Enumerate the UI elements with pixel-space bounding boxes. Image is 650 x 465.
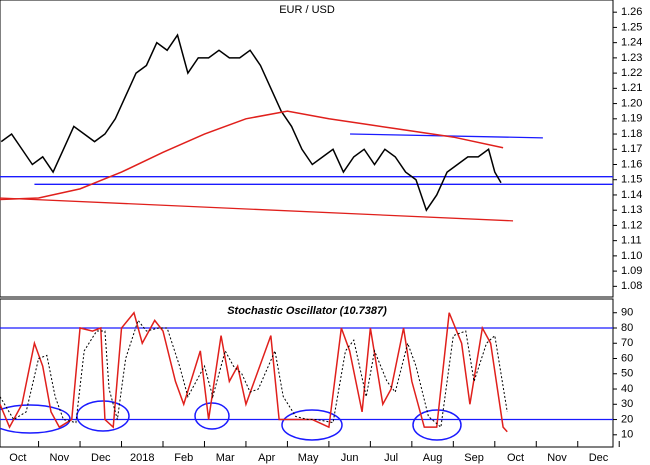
price-frame — [0, 0, 614, 298]
x-tick-label: Aug — [423, 452, 443, 464]
x-tick-label: Dec — [589, 452, 609, 464]
y-tick-label: 30 — [621, 398, 633, 410]
y-tick-label: 1.16 — [621, 158, 642, 170]
x-tick-label: Oct — [507, 452, 524, 464]
series-line — [0, 33, 502, 212]
x-tick-label: Jun — [341, 452, 359, 464]
y-tick-label: 1.15 — [621, 174, 642, 186]
series-line — [0, 110, 504, 201]
y-tick-label: 50 — [621, 368, 633, 380]
series-line — [0, 311, 508, 433]
x-tick-label: Sep — [464, 452, 484, 464]
y-tick-label: 80 — [621, 322, 633, 334]
x-tick-label: Jul — [384, 452, 398, 464]
y-tick-label: 1.22 — [621, 67, 642, 79]
y-tick-label: 40 — [621, 383, 633, 395]
y-tick-label: 1.21 — [621, 82, 642, 94]
x-tick-label: Nov — [50, 452, 70, 464]
y-tick-label: 1.19 — [621, 113, 642, 125]
series-line — [0, 319, 508, 429]
x-tick-label: Dec — [91, 452, 111, 464]
y-tick-label: 90 — [621, 307, 633, 319]
x-tick-label: Feb — [174, 452, 193, 464]
y-tick-label: 1.11 — [621, 235, 642, 247]
y-tick-label: 1.25 — [621, 21, 642, 33]
circle — [76, 400, 130, 432]
y-tick-label: 1.12 — [621, 219, 642, 231]
y-tick-label: 1.24 — [621, 37, 642, 49]
y-tick-label: 1.18 — [621, 128, 642, 140]
y-tick-label: 1.09 — [621, 265, 642, 277]
y-tick-label: 1.20 — [621, 97, 642, 109]
y-tick-label: 1.14 — [621, 189, 642, 201]
x-tick-label: Apr — [258, 452, 275, 464]
circle — [281, 409, 343, 441]
y-tick-label: 70 — [621, 337, 633, 349]
x-tick-label: May — [298, 452, 319, 464]
annotation-circles — [0, 400, 462, 441]
x-tick-label: Oct — [9, 452, 26, 464]
circle — [194, 402, 230, 430]
y-tick-label: 1.08 — [621, 280, 642, 292]
x-tick-label: 2018 — [130, 452, 154, 464]
oscillator-frame — [0, 298, 614, 448]
y-tick-label: 1.26 — [621, 6, 642, 18]
y-tick-label: 60 — [621, 352, 633, 364]
x-tick-label: Nov — [547, 452, 567, 464]
y-tick-label: 1.23 — [621, 52, 642, 64]
y-tick-label: 1.13 — [621, 204, 642, 216]
y-tick-label: 20 — [621, 413, 633, 425]
circle — [412, 409, 462, 441]
y-tick-label: 1.17 — [621, 143, 642, 155]
chart-title: EUR / USD — [279, 4, 335, 16]
y-tick-label: 10 — [621, 429, 633, 441]
x-tick-label: Mar — [216, 452, 235, 464]
y-tick-label: 1.10 — [621, 250, 642, 262]
oscillator-title: Stochastic Oscillator (10.7387) — [227, 305, 387, 317]
trendline — [0, 197, 514, 222]
